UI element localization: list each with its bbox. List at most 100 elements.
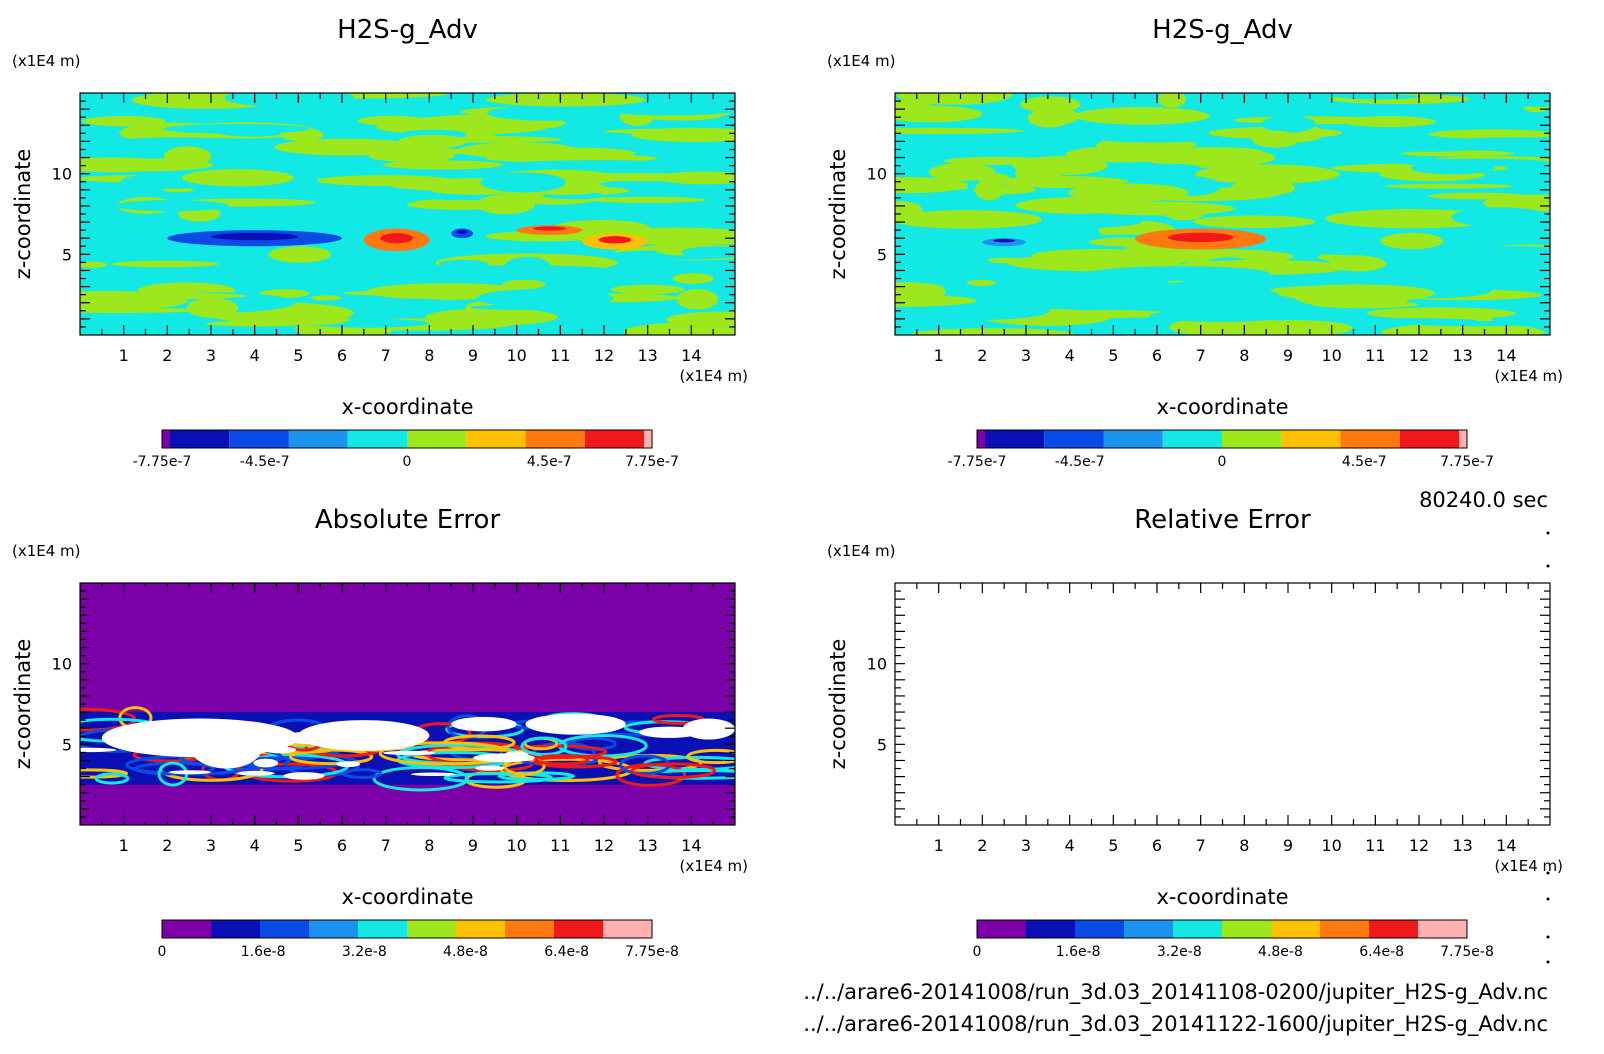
field-blob xyxy=(1483,194,1550,212)
field-blob xyxy=(513,160,690,167)
field-blob xyxy=(1067,279,1097,290)
colorbar-swatch xyxy=(162,430,170,448)
x-axis-label: x-coordinate xyxy=(1156,885,1288,909)
colorbar: 0 1.6e-8 3.2e-8 4.8e-8 6.4e-8 7.75e-8 xyxy=(158,919,679,960)
field-blob xyxy=(114,200,229,212)
field-blob xyxy=(1206,249,1263,255)
field-blob xyxy=(425,308,558,326)
x-tick-label: 6 xyxy=(1152,346,1162,365)
x-tick-label: 3 xyxy=(1021,836,1031,855)
error-contour xyxy=(630,762,716,780)
field-blob xyxy=(672,273,714,284)
colorbar-tick-label: -4.5e-7 xyxy=(240,454,290,470)
saturated-region xyxy=(156,746,214,753)
x-tick-label: 3 xyxy=(206,836,216,855)
colorbar-tick-label: 0 xyxy=(403,454,412,470)
colorbar: 0 1.6e-8 3.2e-8 4.8e-8 6.4e-8 7.75e-8 xyxy=(973,919,1494,960)
tick-marks xyxy=(80,583,735,825)
x-tick-label: 1 xyxy=(119,346,129,365)
field-blob xyxy=(895,294,977,307)
field-blob xyxy=(681,246,735,259)
x-tick-label: 14 xyxy=(1496,836,1516,855)
x-tick-label: 1 xyxy=(934,346,944,365)
y-axis-label: z-coordinate xyxy=(11,149,35,280)
margin-dot xyxy=(1546,871,1550,875)
tick-marks xyxy=(895,93,1550,335)
saturated-region xyxy=(263,746,297,754)
field-blob xyxy=(163,123,310,134)
feature-core xyxy=(1167,232,1234,243)
field-blob xyxy=(268,246,331,263)
x-tick-label: 5 xyxy=(1108,346,1118,365)
colorbar-swatch xyxy=(584,430,644,448)
x-tick-label: 12 xyxy=(1409,346,1429,365)
colorbar-swatch xyxy=(1399,430,1459,448)
colorbar-swatch xyxy=(1026,920,1075,938)
field-blob xyxy=(585,309,614,331)
field-blob xyxy=(971,298,1086,309)
saturated-region xyxy=(276,731,364,745)
colorbar: -7.75e-7 -4.5e-7 0 4.5e-7 7.75e-7 xyxy=(133,429,679,470)
field-blob xyxy=(1414,321,1535,327)
colorbar-swatch xyxy=(1340,430,1400,448)
field-blob xyxy=(369,298,459,312)
x-tick-label: 10 xyxy=(1321,346,1341,365)
field-blob xyxy=(480,172,566,193)
colorbar-swatch xyxy=(1320,920,1369,938)
colorbar-swatch xyxy=(1418,920,1467,938)
colorbar-swatch xyxy=(1124,920,1173,938)
panel-title: H2S-g_Adv xyxy=(337,15,478,45)
panel-title: Relative Error xyxy=(1134,505,1311,535)
field-blob xyxy=(1495,259,1533,267)
saturated-region xyxy=(283,772,325,780)
margin-dot xyxy=(1546,531,1550,535)
field-blob xyxy=(181,169,294,187)
colorbar-tick-label: 7.75e-8 xyxy=(1440,944,1494,960)
field-blob xyxy=(382,160,503,170)
field-blob xyxy=(476,194,535,215)
colorbar-tick-label: 4.5e-7 xyxy=(527,454,572,470)
colorbar-swatch xyxy=(554,920,603,938)
panel-1: H2S-g_Adv(x1E4 m)1 2 3 4 5 6 7 8 9 10 11 12 13 14510(… xyxy=(11,15,748,470)
field-background xyxy=(80,583,735,825)
error-contour xyxy=(372,766,469,792)
colorbar-swatch xyxy=(260,920,309,938)
field-blob xyxy=(274,156,339,173)
x-tick-label: 11 xyxy=(550,346,570,365)
field-blob xyxy=(895,282,944,293)
saturated-region xyxy=(253,758,279,768)
field-blob xyxy=(346,252,375,259)
field-blob xyxy=(1041,108,1080,124)
x-unit-label: (x1E4 m) xyxy=(679,367,748,385)
y-axis-label: z-coordinate xyxy=(826,639,850,770)
saturated-region xyxy=(525,713,626,735)
colorbar-swatch xyxy=(1103,430,1163,448)
field-blob xyxy=(896,93,1012,105)
colorbar-tick-label: 6.4e-8 xyxy=(544,944,589,960)
saturated-region xyxy=(473,753,535,763)
field-blob xyxy=(141,324,184,332)
x-tick-label: 7 xyxy=(381,836,391,855)
field-blob xyxy=(1007,254,1181,272)
colorbar-frame xyxy=(161,919,653,939)
x-tick-label: 2 xyxy=(977,346,987,365)
saturated-region xyxy=(451,716,517,732)
x-tick-label: 14 xyxy=(681,346,701,365)
plot-area xyxy=(80,583,735,825)
colorbar-swatch xyxy=(170,430,230,448)
colorbar-tick-label: -7.75e-7 xyxy=(948,454,1007,470)
colorbar-tick-label: 7.75e-7 xyxy=(625,454,679,470)
colorbar-swatch xyxy=(505,920,554,938)
field-blob xyxy=(895,184,969,192)
x-tick-label: 5 xyxy=(293,346,303,365)
saturated-region xyxy=(189,721,264,769)
margin-dots xyxy=(1546,531,1550,964)
colorbar-tick-label: 1.6e-8 xyxy=(1056,944,1101,960)
field-blob xyxy=(1148,309,1291,322)
field-blob xyxy=(205,320,309,327)
colorbar-swatch xyxy=(407,430,467,448)
colorbar: -7.75e-7 -4.5e-7 0 4.5e-7 7.75e-7 xyxy=(948,429,1494,470)
field-blob xyxy=(1352,117,1405,127)
x-tick-label: 11 xyxy=(550,836,570,855)
feature-core xyxy=(380,233,413,244)
